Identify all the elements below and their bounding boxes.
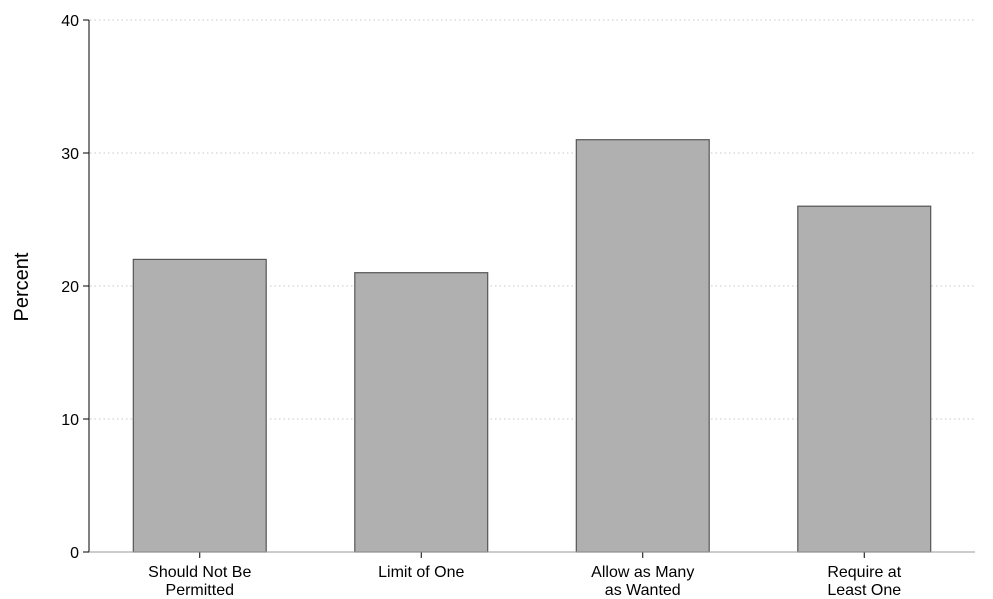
y-tick-label: 40 (61, 13, 79, 30)
y-tick-label: 10 (61, 412, 79, 429)
x-category-label: Allow as Many as Wanted (591, 564, 694, 599)
x-category-label: Should Not Be Permitted (148, 564, 251, 599)
x-category-label: Limit of One (378, 564, 464, 581)
y-tick-label: 0 (70, 545, 79, 562)
bar (132, 258, 267, 553)
gridlines (90, 19, 975, 420)
x-category-label-line: Least One (827, 582, 901, 599)
bar (575, 139, 710, 553)
bar (797, 205, 932, 553)
y-axis-title: Percent (11, 252, 33, 321)
x-category-label-line: as Wanted (605, 582, 681, 599)
bar (354, 272, 489, 553)
y-tick-label: 30 (61, 146, 79, 163)
x-category-label: Require at Least One (827, 564, 901, 599)
x-category-labels: Should Not Be Permitted Limit of One Allow … (148, 564, 902, 599)
x-category-label-line: Should Not Be (148, 564, 251, 581)
x-category-label-line: Require at (827, 564, 901, 581)
axes (83, 19, 975, 558)
x-category-label-line: Limit of One (378, 564, 464, 581)
y-tick-label: 20 (61, 279, 79, 296)
y-tick-labels: 0 10 20 30 40 (61, 13, 79, 562)
x-category-label-line: Permitted (166, 582, 234, 599)
x-category-label-line: Allow as Many (591, 564, 694, 581)
bars (132, 139, 932, 553)
